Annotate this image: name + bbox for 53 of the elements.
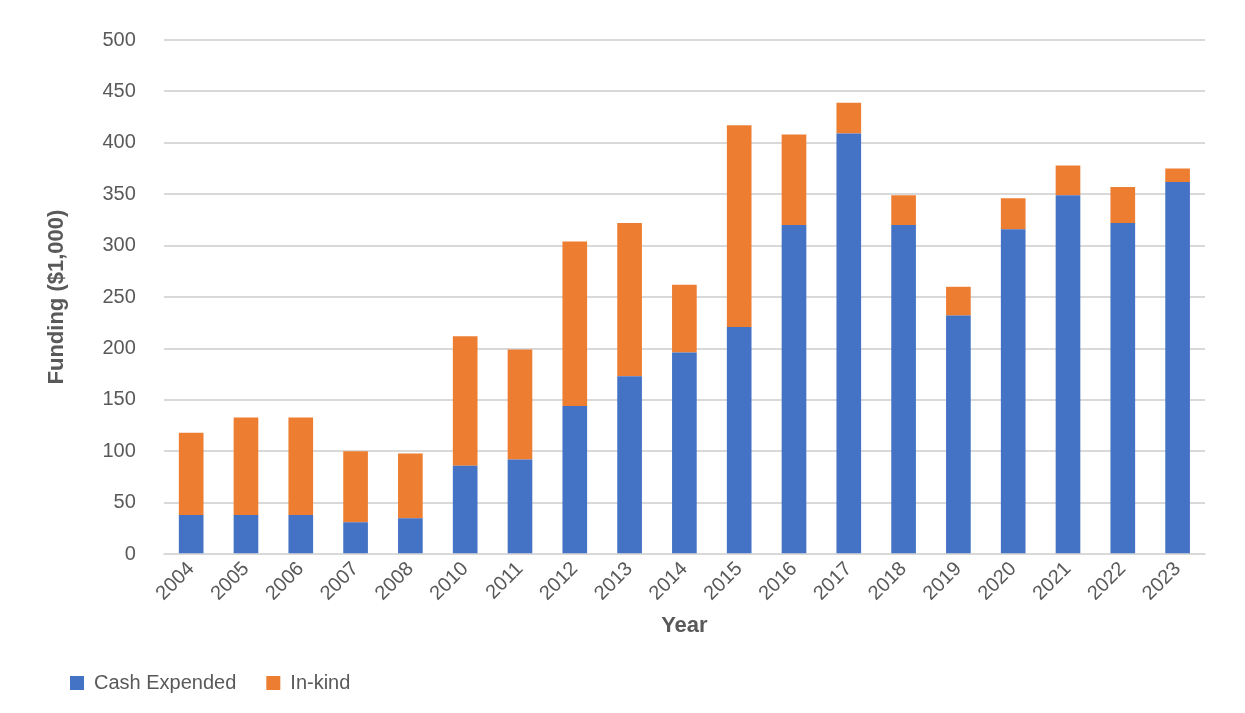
bar xyxy=(781,134,807,226)
bar xyxy=(1165,181,1190,554)
bar xyxy=(617,223,642,377)
y-tick-label: 100 xyxy=(102,438,136,461)
bar xyxy=(1000,229,1026,554)
bar xyxy=(178,432,204,516)
bar xyxy=(507,349,533,460)
bar xyxy=(178,515,204,554)
bar xyxy=(836,102,862,134)
y-tick-label: 50 xyxy=(113,490,136,513)
y-tick-label: 300 xyxy=(102,233,136,256)
y-tick-label: 450 xyxy=(102,78,136,101)
y-tick-label: 250 xyxy=(102,284,136,307)
x-axis-title: Year xyxy=(661,611,709,637)
bar xyxy=(726,125,752,327)
y-tick-label: 200 xyxy=(102,336,136,359)
bar xyxy=(562,241,588,407)
bar xyxy=(1000,198,1026,230)
bar xyxy=(507,459,533,554)
bar xyxy=(452,465,478,554)
bar xyxy=(1165,168,1190,182)
y-tick-label: 400 xyxy=(102,130,136,153)
bar xyxy=(1055,195,1081,554)
bar xyxy=(781,225,807,554)
bar xyxy=(672,284,697,353)
bar xyxy=(343,522,368,554)
y-axis-title: Funding ($1,000) xyxy=(43,209,69,385)
bar xyxy=(233,417,259,516)
bar xyxy=(452,336,478,466)
bar xyxy=(617,376,642,554)
bar xyxy=(1110,223,1136,554)
bar xyxy=(836,133,862,554)
bar xyxy=(946,315,971,554)
legend-label: In-kind xyxy=(290,670,351,693)
bar xyxy=(946,286,971,316)
bar xyxy=(1055,165,1081,196)
bar xyxy=(891,195,916,226)
y-tick-label: 350 xyxy=(102,181,136,204)
bar xyxy=(343,451,368,523)
y-tick-label: 0 xyxy=(124,541,136,564)
bar xyxy=(672,352,697,554)
bar xyxy=(891,225,916,554)
bar xyxy=(1110,187,1136,224)
y-tick-label: 150 xyxy=(102,387,136,410)
bar xyxy=(398,518,423,554)
bar xyxy=(562,406,588,554)
bar xyxy=(288,515,314,554)
bar xyxy=(398,453,423,519)
y-tick-label: 500 xyxy=(102,27,136,50)
bar xyxy=(233,515,259,554)
bar xyxy=(726,326,752,554)
legend-label: Cash Expended xyxy=(94,670,237,693)
bar xyxy=(288,417,314,516)
